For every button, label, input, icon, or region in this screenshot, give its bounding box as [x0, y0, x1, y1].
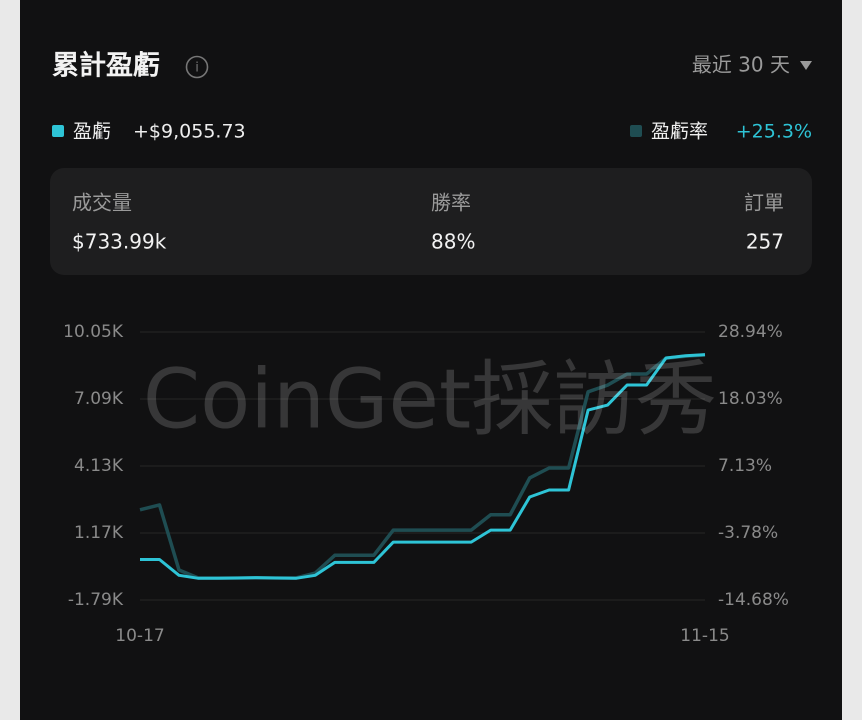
stat-label: 成交量 — [72, 191, 132, 215]
x-tick-label: 10-17 — [115, 626, 164, 646]
y2-tick-label: 7.13% — [718, 456, 772, 476]
dropdown-arrow[interactable] — [800, 61, 812, 70]
watermark: CoinGet採訪秀 — [143, 352, 717, 447]
y2-tick-label: 18.03% — [718, 389, 783, 409]
stat-label: 訂單 — [744, 191, 784, 215]
stat-label: 勝率 — [431, 191, 471, 215]
legend-label: 盈虧率 — [651, 121, 708, 143]
legend-swatch — [52, 125, 64, 137]
legend-swatch — [630, 125, 642, 137]
y-tick-label: -1.79K — [68, 590, 124, 610]
title: 累計盈虧 — [52, 50, 160, 82]
pnl-rate-value: +25.3% — [736, 121, 812, 143]
stat-value: 257 — [746, 230, 784, 254]
legend-label: 盈虧 — [73, 121, 111, 143]
y2-tick-label: -3.78% — [718, 523, 778, 543]
x-tick-label: 11-15 — [680, 626, 729, 646]
y2-tick-label: 28.94% — [718, 322, 783, 342]
y-tick-label: 4.13K — [74, 456, 124, 476]
y2-tick-label: -14.68% — [718, 590, 789, 610]
stat-value: $733.99k — [72, 230, 167, 254]
range-select[interactable]: 最近 30 天 — [692, 53, 790, 77]
y-tick-label: 10.05K — [63, 322, 124, 342]
svg-text:i: i — [195, 61, 199, 76]
plot: -1.79K 1.17K 4.13K 7.09K 10.05K -14.68% -3.78%… — [63, 322, 789, 646]
info-icon[interactable]: i — [185, 55, 209, 79]
y-tick-label: 1.17K — [74, 523, 124, 543]
stats-box — [50, 168, 812, 275]
pnl-value: +$9,055.73 — [133, 121, 246, 143]
y-tick-label: 7.09K — [74, 389, 124, 409]
stat-value: 88% — [431, 230, 475, 254]
series-line — [140, 353, 706, 580]
